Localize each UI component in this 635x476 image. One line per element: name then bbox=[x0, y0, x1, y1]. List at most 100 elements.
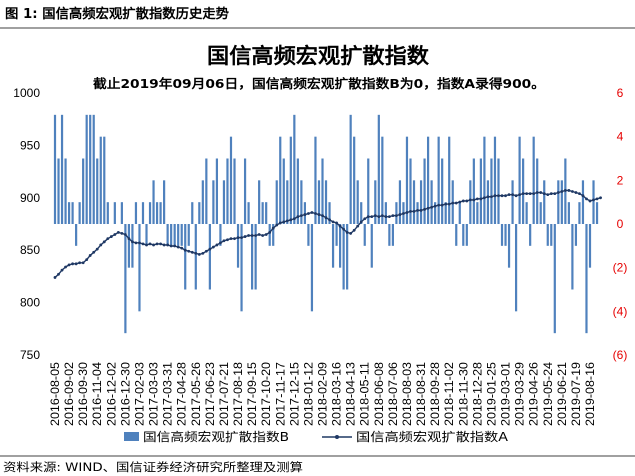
bar-b-85 bbox=[353, 136, 356, 224]
bar-b-124 bbox=[490, 158, 493, 224]
x-axis-tick-label: 2019-03-29 bbox=[515, 362, 527, 426]
left-axis-tick-label: 950 bbox=[20, 138, 40, 152]
x-axis-tick-label: 2018-05-11 bbox=[360, 362, 372, 426]
point-a-92 bbox=[377, 215, 381, 219]
bar-b-83 bbox=[346, 224, 349, 290]
bar-b-88 bbox=[363, 224, 366, 246]
point-a-24 bbox=[138, 241, 141, 245]
x-axis-tick-label: 2017-08-18 bbox=[233, 362, 245, 426]
point-a-36 bbox=[180, 246, 184, 250]
point-a-94 bbox=[384, 215, 388, 219]
bar-b-32 bbox=[166, 224, 169, 246]
bar-b-17 bbox=[113, 202, 116, 224]
x-axis-tick-label: 2018-03-16 bbox=[332, 362, 344, 426]
x-axis-tick-labels: 2016-08-05 2016-09-02 2016-09-30 2016-11-04… bbox=[50, 361, 597, 426]
left-axis-tick-label: 900 bbox=[20, 191, 40, 205]
point-a-131 bbox=[514, 194, 518, 198]
bar-b-23 bbox=[134, 202, 138, 224]
point-a-95 bbox=[387, 215, 391, 219]
point-a-84 bbox=[349, 232, 353, 235]
point-a-59 bbox=[261, 234, 265, 237]
bar-b-152 bbox=[588, 224, 592, 268]
point-a-66 bbox=[285, 219, 289, 223]
point-a-34 bbox=[173, 244, 177, 248]
x-axis-tick-label: 2018-11-30 bbox=[458, 362, 470, 426]
bar-b-47 bbox=[219, 224, 222, 246]
x-axis-tick-label: 2016-12-30 bbox=[120, 362, 132, 426]
bar-b-57 bbox=[254, 224, 257, 290]
right-axis-tick-label: (4) bbox=[613, 304, 628, 318]
bar-b-6 bbox=[75, 224, 78, 246]
bar-b-105 bbox=[423, 158, 426, 224]
bar-b-117 bbox=[465, 224, 468, 246]
bar-b-125 bbox=[493, 136, 497, 224]
x-axis-tick-label: 2019-05-24 bbox=[543, 361, 555, 426]
x-axis-tick-label: 2017-04-28 bbox=[177, 362, 189, 426]
point-a-62 bbox=[271, 226, 275, 230]
point-a-112 bbox=[447, 202, 451, 206]
bar-b-30 bbox=[159, 202, 162, 224]
point-a-16 bbox=[109, 235, 113, 238]
x-axis-tick-label: 2016-11-04 bbox=[92, 361, 104, 426]
point-a-143 bbox=[556, 191, 560, 194]
bar-b-122 bbox=[483, 136, 486, 224]
bar-b-62 bbox=[272, 224, 275, 246]
bar-b-52 bbox=[236, 224, 240, 268]
bar-b-115 bbox=[458, 202, 461, 224]
point-a-29 bbox=[155, 242, 159, 246]
chart-subtitle: 截止2019年09月06日，国信高频宏观扩散指数B为0，指数A录得900。 bbox=[93, 76, 545, 91]
bar-b-13 bbox=[99, 136, 102, 224]
bar-b-127 bbox=[500, 224, 504, 246]
x-axis-tick-label: 2018-12-28 bbox=[472, 362, 484, 426]
x-axis-tick-label: 2018-06-08 bbox=[374, 362, 386, 426]
point-a-96 bbox=[391, 214, 395, 218]
bar-b-2 bbox=[60, 114, 64, 224]
point-a-105 bbox=[423, 207, 426, 211]
right-axis-labels: 6 4 2 0 (2) (4) (6) bbox=[613, 86, 628, 362]
bar-b-131 bbox=[514, 224, 518, 312]
bar-b-44 bbox=[208, 224, 211, 290]
point-a-125 bbox=[493, 194, 497, 198]
point-a-21 bbox=[127, 237, 131, 241]
point-a-150 bbox=[581, 194, 585, 198]
bar-b-94 bbox=[384, 202, 387, 224]
bar-b-119 bbox=[472, 158, 475, 224]
point-a-46 bbox=[215, 243, 219, 247]
x-axis-tick-label: 2018-02-09 bbox=[318, 362, 330, 426]
bar-b-22 bbox=[131, 224, 134, 268]
point-a-91 bbox=[373, 214, 377, 218]
bar-b-14 bbox=[103, 136, 106, 224]
bar-b-69 bbox=[296, 158, 299, 224]
point-a-152 bbox=[588, 199, 592, 203]
bar-b-10 bbox=[89, 114, 92, 224]
point-a-50 bbox=[229, 237, 233, 241]
bar-b-106 bbox=[426, 136, 430, 224]
bar-b-132 bbox=[518, 136, 521, 224]
bar-b-58 bbox=[258, 180, 261, 224]
left-axis-labels: 1000 950 900 850 800 750 bbox=[13, 86, 40, 362]
point-a-74 bbox=[314, 212, 317, 215]
point-a-25 bbox=[141, 242, 145, 246]
x-axis-tick-label: 2016-09-02 bbox=[64, 362, 76, 426]
point-a-110 bbox=[440, 203, 444, 207]
bar-b-42 bbox=[201, 180, 204, 224]
bar-b-24 bbox=[138, 224, 141, 312]
x-axis-tick-label: 2016-08-05 bbox=[50, 362, 62, 426]
point-a-140 bbox=[546, 193, 550, 197]
x-axis-tick-label: 2019-07-19 bbox=[571, 362, 583, 426]
bar-b-35 bbox=[177, 224, 180, 246]
right-axis-tick-label: 2 bbox=[617, 173, 624, 187]
point-a-134 bbox=[525, 192, 529, 196]
bar-b-68 bbox=[293, 114, 296, 224]
bar-b-34 bbox=[173, 224, 176, 246]
point-a-75 bbox=[317, 213, 321, 216]
point-a-12 bbox=[95, 247, 99, 251]
point-a-139 bbox=[542, 192, 546, 196]
point-a-64 bbox=[278, 221, 282, 225]
point-a-53 bbox=[240, 236, 243, 240]
point-a-89 bbox=[366, 215, 370, 219]
x-axis-tick-label: 2016-12-02 bbox=[106, 362, 118, 426]
point-a-6 bbox=[74, 262, 78, 266]
bar-b-55 bbox=[247, 202, 250, 224]
